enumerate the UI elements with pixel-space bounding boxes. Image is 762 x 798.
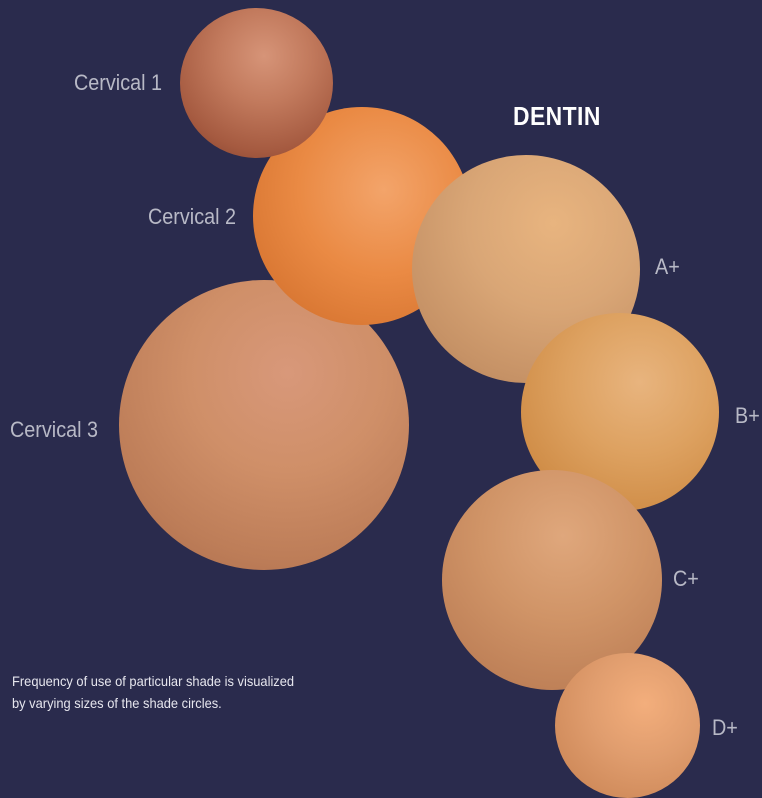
frequency-note-line-1: Frequency of use of particular shade is … — [12, 673, 295, 689]
shade-label-cervical-1: Cervical 1 — [74, 70, 163, 95]
frequency-note-line-2: by varying sizes of the shade circles. — [12, 695, 222, 711]
shade-label-b-plus: B+ — [735, 403, 760, 428]
shade-label-c-plus: C+ — [673, 566, 699, 591]
shade-label-d-plus: D+ — [712, 715, 738, 740]
frequency-note: Frequency of use of particular shade is … — [12, 670, 343, 714]
shade-label-a-plus: A+ — [655, 254, 680, 279]
shade-circle-d-plus — [555, 653, 700, 798]
shade-label-cervical-2: Cervical 2 — [148, 204, 237, 229]
diagram-title: DENTIN — [513, 101, 601, 131]
shade-circle-cervical-3 — [119, 280, 409, 570]
shade-label-cervical-3: Cervical 3 — [10, 417, 99, 442]
shade-circle-cervical-1 — [180, 8, 333, 158]
